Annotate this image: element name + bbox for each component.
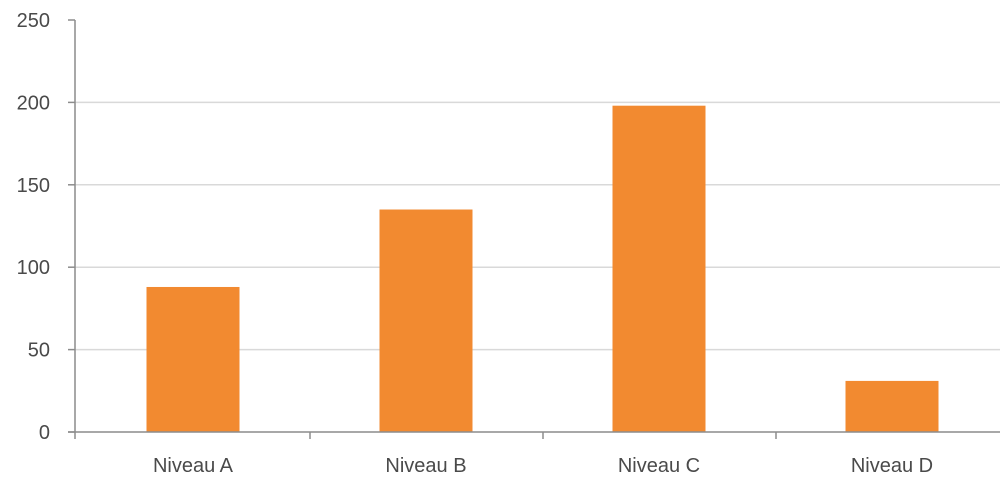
y-tick-label-150: 150 [17,175,50,197]
y-tick-label-100: 100 [17,257,50,279]
bar-niveau-d [845,380,939,432]
y-tick-label-0: 0 [39,422,50,444]
bar-niveau-c [612,105,706,433]
y-tick-label-250: 250 [17,10,50,32]
gridlines [75,101,1000,351]
y-tick-label-200: 200 [17,92,50,114]
labels: 0 50 100 150 200 250 Niveau A Niveau B Niveau C N… [17,10,934,477]
x-category-label-niveau-b: Niveau B [385,455,466,477]
axes [68,19,1000,439]
x-category-label-niveau-d: Niveau D [851,455,933,477]
bar-niveau-a [146,286,240,432]
y-tick-label-50: 50 [28,340,50,362]
x-category-label-niveau-c: Niveau C [618,455,700,477]
bars [146,105,939,433]
bar-niveau-b [379,209,473,432]
x-category-label-niveau-a: Niveau A [153,455,234,477]
